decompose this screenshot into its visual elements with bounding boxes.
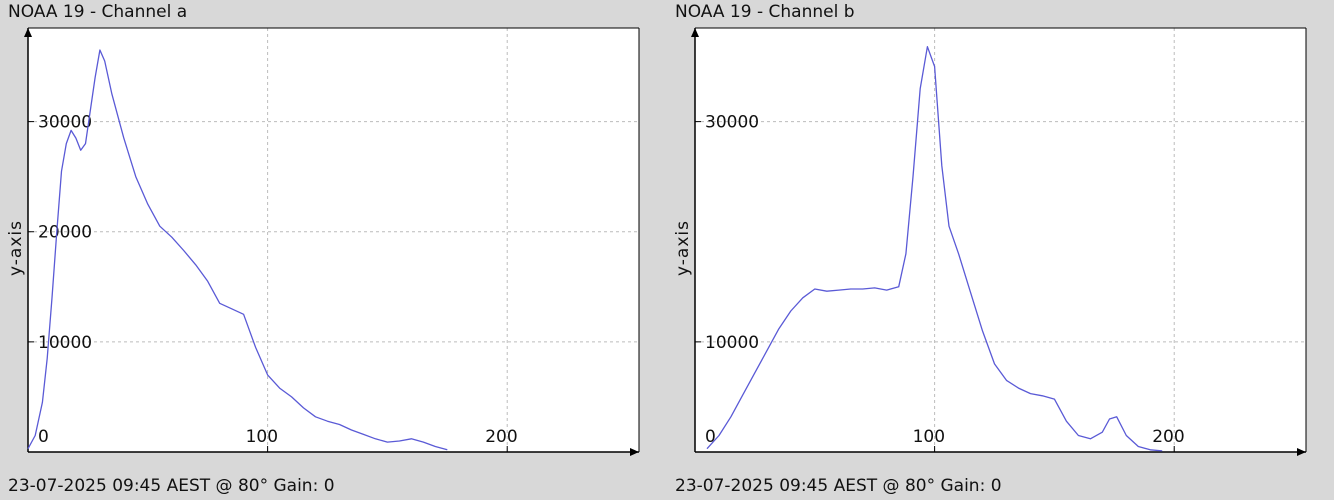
y-tick-label: 30000 bbox=[38, 113, 92, 133]
y-tick-label: 10000 bbox=[705, 333, 759, 353]
x-axis-arrow bbox=[1297, 448, 1306, 456]
chart-panel-channel-b: NOAA 19 - Channel b 0 100 200 10000 30000 y-a… bbox=[667, 0, 1334, 500]
x-tick-label: 100 bbox=[913, 427, 945, 447]
x-axis-arrow bbox=[630, 448, 639, 456]
chart-panel-channel-a: NOAA 19 - Channel a 0 100 200 10000 20000 300… bbox=[6, 2, 640, 496]
series-line bbox=[27, 49, 448, 451]
x-tick-label: 0 bbox=[38, 427, 49, 447]
chart-plot-channel-a: 0 100 200 10000 20000 30000 y-axis bbox=[6, 27, 640, 456]
x-tick-label: 200 bbox=[1152, 427, 1184, 447]
x-tick-label: 100 bbox=[246, 427, 278, 447]
plot-area bbox=[28, 28, 639, 452]
y-tick-label: 20000 bbox=[38, 223, 92, 243]
y-tick-label: 10000 bbox=[38, 333, 92, 353]
plot-area bbox=[695, 28, 1306, 452]
x-tick-label: 200 bbox=[485, 427, 517, 447]
y-axis-arrow bbox=[691, 28, 699, 37]
series-line bbox=[706, 46, 1163, 452]
x-tick-label: 0 bbox=[705, 427, 716, 447]
chart-plot-channel-b: 0 100 200 10000 30000 y-axis bbox=[673, 27, 1307, 456]
y-axis-title: y-axis bbox=[6, 220, 26, 276]
chart-footer: 23-07-2025 09:45 AEST @ 80° Gain: 0 bbox=[8, 476, 335, 496]
chart-footer: 23-07-2025 09:45 AEST @ 80° Gain: 0 bbox=[675, 476, 1002, 496]
chart-title: NOAA 19 - Channel b bbox=[675, 2, 855, 22]
y-axis-arrow bbox=[24, 28, 32, 37]
y-tick-label: 30000 bbox=[705, 113, 759, 133]
chart-title: NOAA 19 - Channel a bbox=[8, 2, 188, 22]
y-axis-title: y-axis bbox=[673, 220, 693, 276]
